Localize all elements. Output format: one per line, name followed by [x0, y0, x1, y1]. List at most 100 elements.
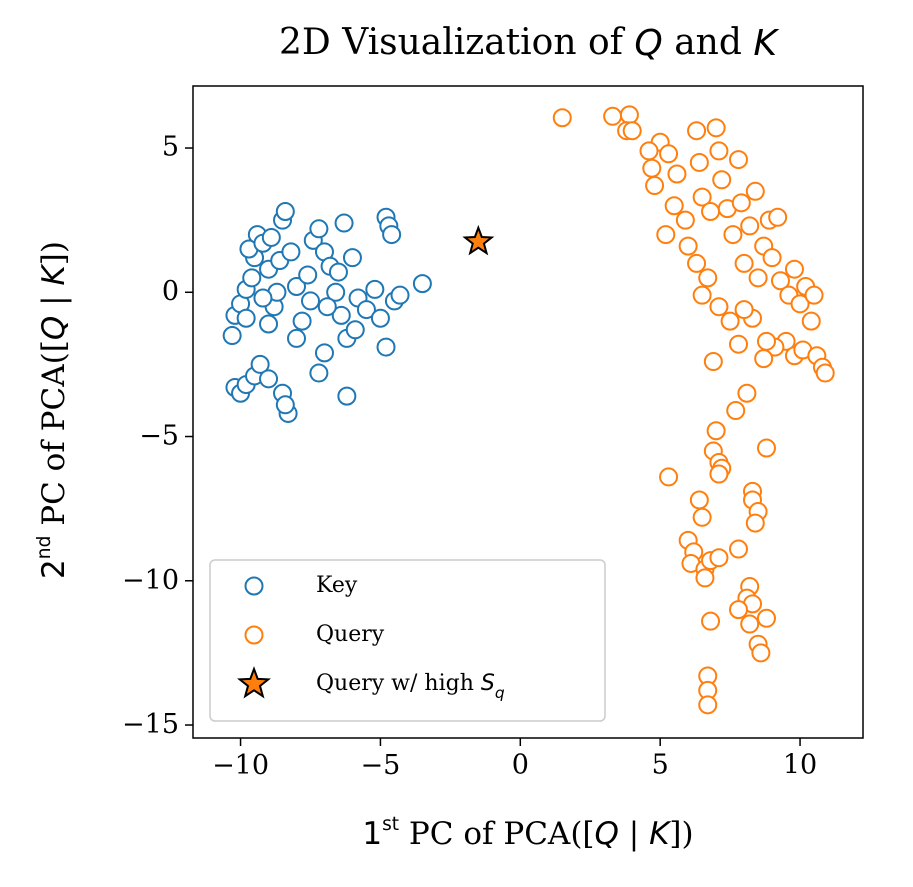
points — [222, 105, 835, 715]
point — [706, 118, 726, 138]
point — [337, 386, 357, 406]
point — [754, 349, 774, 369]
legend-label: Query w/ high Sq — [316, 671, 505, 702]
point — [712, 170, 732, 190]
legend: Key Query Query w/ high Sq — [209, 559, 606, 722]
plot-frame — [192, 85, 864, 739]
y-tick-label: 0 — [162, 276, 179, 307]
point — [745, 181, 765, 201]
point — [804, 285, 824, 305]
point — [242, 268, 262, 288]
point — [709, 141, 729, 161]
y-tick-label: −5 — [139, 420, 179, 451]
point — [770, 271, 790, 291]
point — [729, 600, 749, 620]
point — [390, 285, 410, 305]
point — [692, 187, 712, 207]
legend-box — [209, 559, 606, 722]
point — [275, 395, 295, 415]
point — [287, 328, 307, 348]
point — [801, 311, 821, 331]
point — [622, 121, 642, 141]
point — [687, 253, 707, 273]
point — [298, 265, 318, 285]
point — [645, 176, 665, 196]
point — [709, 297, 729, 317]
point — [659, 144, 679, 164]
point — [342, 248, 362, 268]
point — [698, 695, 718, 715]
point — [275, 201, 295, 221]
point — [687, 121, 707, 141]
point — [259, 369, 279, 389]
point — [790, 294, 810, 314]
point — [701, 611, 721, 631]
point — [370, 308, 390, 328]
point — [253, 288, 273, 308]
point — [692, 507, 712, 527]
chart-title: 2D Visualization of Q and K — [279, 22, 779, 64]
point — [689, 152, 709, 172]
point — [734, 253, 754, 273]
point — [709, 464, 729, 484]
point — [345, 320, 365, 340]
star-marker — [462, 224, 495, 256]
point — [689, 490, 709, 510]
star-marker — [237, 666, 271, 699]
point — [706, 421, 726, 441]
point — [756, 608, 776, 628]
point — [603, 106, 623, 126]
point — [695, 568, 715, 588]
point — [619, 105, 639, 125]
point — [259, 314, 279, 334]
point — [784, 259, 804, 279]
x-tick-label: −5 — [361, 750, 401, 781]
point — [292, 311, 312, 331]
y-tick-label: 5 — [162, 132, 179, 163]
point — [709, 548, 729, 568]
point — [692, 285, 712, 305]
point — [328, 262, 348, 282]
x-tick-label: 0 — [512, 750, 529, 781]
point — [664, 196, 684, 216]
point — [552, 108, 572, 128]
y-axis-label: 2nd PC of PCA([Q | K]) — [34, 241, 72, 579]
point — [748, 268, 768, 288]
point — [639, 141, 659, 161]
point — [729, 539, 749, 559]
x-tick-label: 10 — [783, 750, 817, 781]
point — [745, 513, 765, 533]
legend-label: Query — [316, 622, 385, 647]
point — [326, 282, 346, 302]
point — [656, 225, 676, 245]
point — [756, 438, 776, 458]
y-tick-label: −15 — [122, 709, 179, 740]
point — [317, 297, 337, 317]
point — [376, 337, 396, 357]
point — [309, 219, 329, 239]
point — [740, 216, 760, 236]
point — [762, 248, 782, 268]
point — [412, 274, 432, 294]
point — [642, 158, 662, 178]
point — [729, 150, 749, 170]
point — [740, 614, 760, 634]
point — [751, 643, 771, 663]
point — [261, 227, 281, 247]
point — [667, 164, 687, 184]
point — [678, 236, 698, 256]
point — [281, 242, 301, 262]
point — [334, 213, 354, 233]
point — [382, 225, 402, 245]
point — [365, 279, 385, 299]
point — [729, 334, 749, 354]
point — [244, 576, 264, 596]
legend-label: Key — [316, 573, 358, 598]
point — [768, 207, 788, 227]
point — [675, 210, 695, 230]
point — [356, 300, 376, 320]
point — [703, 352, 723, 372]
point — [314, 343, 334, 363]
point — [734, 300, 754, 320]
